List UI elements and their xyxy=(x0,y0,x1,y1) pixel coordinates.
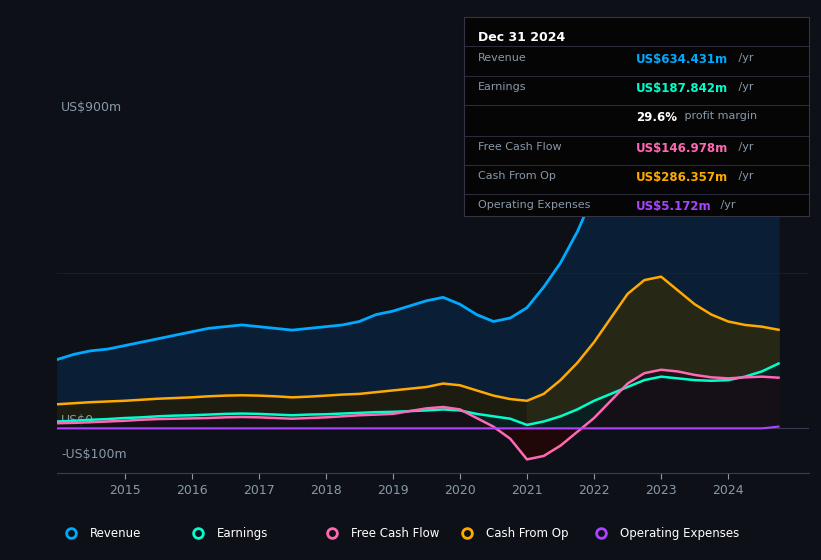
Text: US$146.978m: US$146.978m xyxy=(636,142,728,155)
Text: US$0: US$0 xyxy=(62,413,94,427)
Text: Operating Expenses: Operating Expenses xyxy=(620,527,739,540)
Text: Revenue: Revenue xyxy=(89,527,141,540)
Text: /yr: /yr xyxy=(735,53,754,63)
Text: US$900m: US$900m xyxy=(62,101,122,114)
Text: Dec 31 2024: Dec 31 2024 xyxy=(478,31,565,44)
Text: /yr: /yr xyxy=(735,171,754,181)
Text: /yr: /yr xyxy=(735,142,754,152)
Text: Earnings: Earnings xyxy=(478,82,526,92)
Text: Free Cash Flow: Free Cash Flow xyxy=(478,142,562,152)
Text: Free Cash Flow: Free Cash Flow xyxy=(351,527,439,540)
Text: Cash From Op: Cash From Op xyxy=(478,171,556,181)
Text: US$5.172m: US$5.172m xyxy=(636,200,712,213)
Text: /yr: /yr xyxy=(717,200,736,209)
Text: US$634.431m: US$634.431m xyxy=(636,53,728,66)
Text: US$286.357m: US$286.357m xyxy=(636,171,728,184)
Text: US$187.842m: US$187.842m xyxy=(636,82,728,95)
Text: Cash From Op: Cash From Op xyxy=(485,527,568,540)
Text: Operating Expenses: Operating Expenses xyxy=(478,200,590,209)
Text: Earnings: Earnings xyxy=(217,527,268,540)
Text: -US$100m: -US$100m xyxy=(62,448,127,461)
Text: 29.6%: 29.6% xyxy=(636,111,677,124)
Text: profit margin: profit margin xyxy=(681,111,757,121)
Text: Revenue: Revenue xyxy=(478,53,526,63)
Text: /yr: /yr xyxy=(735,82,754,92)
